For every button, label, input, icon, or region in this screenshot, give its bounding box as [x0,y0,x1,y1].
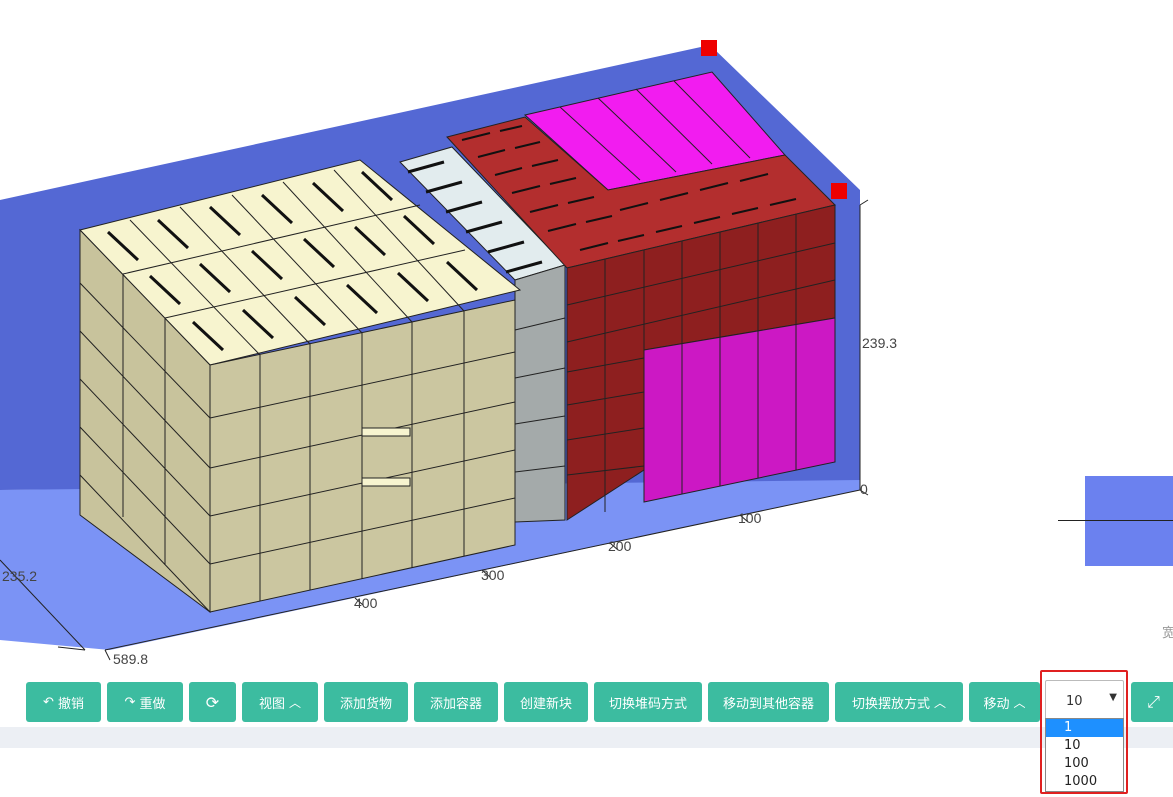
undo-icon: ↶ [43,694,54,710]
redo-button[interactable]: ↷ 重做 [107,682,183,722]
cargo-gap-slot [361,427,411,437]
create-block-button[interactable]: 创建新块 [504,682,588,722]
undo-label: 撤销 [57,696,84,712]
cargo-block-grey-front [514,264,566,523]
switch-stack-button[interactable]: 切换堆码方式 [594,682,702,722]
cargo-gap-slot [361,477,411,487]
fullscreen-button[interactable]: ⤢ [1131,682,1173,722]
chevron-up-icon: ︿ [289,695,302,710]
expand-icon: ⤢ [1147,692,1160,711]
step-select-options: 1 10 100 1000 [1045,718,1124,792]
axis-label-zero: 0 [860,481,868,497]
switch-placement-label: 切换摆放方式 [851,696,930,712]
length-axis [0,489,861,661]
bottom-strip [0,727,1173,748]
axis-label-height: 239.3 [862,335,897,351]
axis-label-length-total: 589.8 [113,651,148,667]
switch-stack-label: 切换堆码方式 [608,696,687,712]
add-container-label: 添加容器 [429,696,482,712]
side-preview-box [1085,476,1173,566]
step-option[interactable]: 10 [1064,738,1081,753]
step-option[interactable]: 100 [1064,756,1089,771]
step-select-value: 10 [1066,694,1083,709]
redo-label: 重做 [139,696,166,712]
step-option[interactable]: 1000 [1064,774,1098,789]
step-option[interactable]: 1 [1046,719,1123,737]
add-container-button[interactable]: 添加容器 [414,682,498,722]
axis-label-100: 100 [738,510,762,526]
move-label: 移动 [983,696,1010,712]
axis-label-200: 200 [608,538,632,554]
3d-viewport[interactable]: 239.3 0 100 200 300 400 589.8 235.2 [0,0,1173,672]
refresh-icon: ⟳ [205,692,220,712]
corner-marker [831,183,847,199]
chevron-up-icon: ︿ [934,695,947,710]
side-preview-label: 宽 [1162,626,1173,641]
refresh-button[interactable]: ⟳ [189,682,236,722]
view-dropdown-button[interactable]: 视图 ︿ [242,682,318,722]
container-scene: 239.3 0 100 200 300 400 589.8 235.2 [0,40,897,667]
add-cargo-label: 添加货物 [339,696,392,712]
chevron-up-icon: ︿ [1013,695,1026,710]
redo-icon: ↷ [124,694,136,710]
axis-label-width-total: 235.2 [2,568,37,584]
caret-down-icon: ▼ [1109,692,1117,703]
move-to-other-label: 移动到其他容器 [722,696,814,712]
toolbar: ↶ 撤销 ↷ 重做 ⟳ 视图 ︿ 添加货物 添加容器 创建新块 切换堆码方式 移… [26,682,1040,722]
corner-marker [701,40,717,56]
step-select[interactable]: 10 ▼ [1045,680,1124,722]
add-cargo-button[interactable]: 添加货物 [324,682,408,722]
create-block-label: 创建新块 [519,696,572,712]
switch-placement-dropdown-button[interactable]: 切换摆放方式 ︿ [835,682,963,722]
move-dropdown-button[interactable]: 移动 ︿ [969,682,1040,722]
side-preview-line [1058,520,1173,521]
axis-label-400: 400 [354,595,378,611]
axis-label-300: 300 [481,567,505,583]
view-label: 视图 [258,696,285,712]
height-axis [859,199,869,496]
move-to-other-container-button[interactable]: 移动到其他容器 [708,682,829,722]
undo-button[interactable]: ↶ 撤销 [26,682,101,722]
